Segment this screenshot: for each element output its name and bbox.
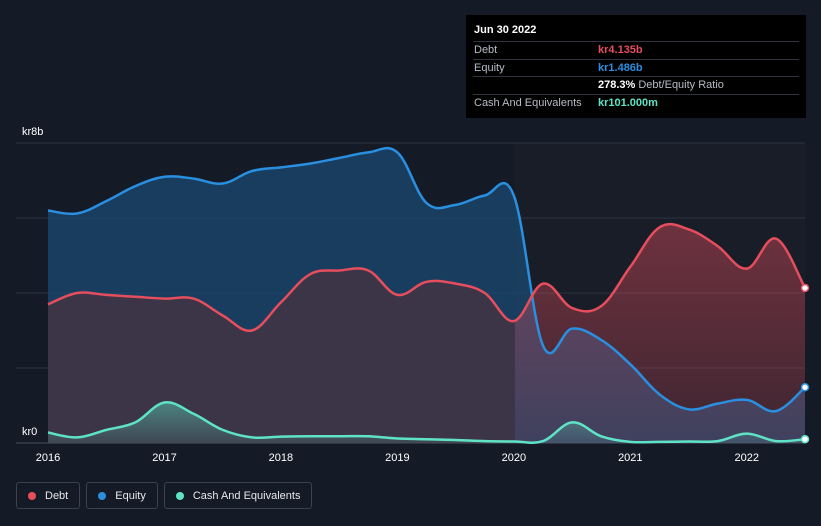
legend-dot-icon (28, 491, 36, 500)
x-tick-label: 2020 (502, 452, 526, 464)
tooltip-suffix: Debt/Equity Ratio (638, 79, 724, 92)
legend-dot-icon (175, 491, 184, 500)
legend-item-equity[interactable]: Equity (86, 482, 158, 509)
x-tick-label: 2016 (36, 452, 60, 464)
tooltip-row-cash: Cash And Equivalents kr101.000m (473, 93, 799, 112)
tooltip-date: Jun 30 2022 (474, 24, 537, 36)
y-axis-bottom-label: kr0 (22, 426, 37, 438)
tooltip-label: Debt (474, 44, 498, 57)
debt-area-highlight (515, 224, 805, 443)
tooltip-panel: Jun 30 2022 Debt kr4.135b Equity kr1.486… (466, 15, 806, 118)
y-axis-top-label: kr8b (22, 126, 43, 138)
tooltip-row-equity: Equity kr1.486b (473, 58, 799, 77)
tooltip-value: kr101.000m (598, 96, 658, 109)
legend-dot-icon (98, 491, 107, 500)
legend-item-cash[interactable]: Cash And Equivalents (163, 482, 313, 509)
x-tick-label: 2019 (385, 452, 409, 464)
x-tick-label: 2021 (618, 452, 642, 464)
tooltip-value: kr4.135b (598, 44, 643, 57)
tooltip-value: 278.3% (598, 79, 636, 92)
debt-line (47, 222, 807, 333)
legend-label: Equity (115, 489, 146, 502)
legend-label: Debt (45, 489, 69, 502)
tooltip-value: kr1.486b (598, 61, 643, 74)
end-markers (800, 283, 810, 444)
end-marker-cash (800, 434, 810, 444)
debt-area (48, 268, 515, 443)
legend: Debt Equity Cash And Equivalents (16, 482, 313, 509)
equity-line (47, 146, 806, 413)
end-marker-equity (800, 383, 810, 392)
x-tick-label: 2022 (735, 452, 759, 464)
x-tick-label: 2017 (152, 452, 176, 464)
legend-label: Cash And Equivalents (192, 489, 301, 502)
tooltip-label: Cash And Equivalents (474, 96, 582, 109)
tooltip-row-debt: Debt kr4.135b (473, 41, 799, 59)
cash-line (47, 401, 806, 445)
tooltip-row-ratio: 278.3% Debt/Equity Ratio (473, 76, 799, 94)
x-tick-label: 2018 (269, 452, 293, 464)
tooltip-label: Equity (474, 61, 505, 74)
x-axis-ticks: 2016 2017 2018 2019 2020 2021 2022 (36, 452, 759, 464)
legend-item-debt[interactable]: Debt (16, 482, 81, 509)
end-marker-debt (800, 283, 810, 293)
